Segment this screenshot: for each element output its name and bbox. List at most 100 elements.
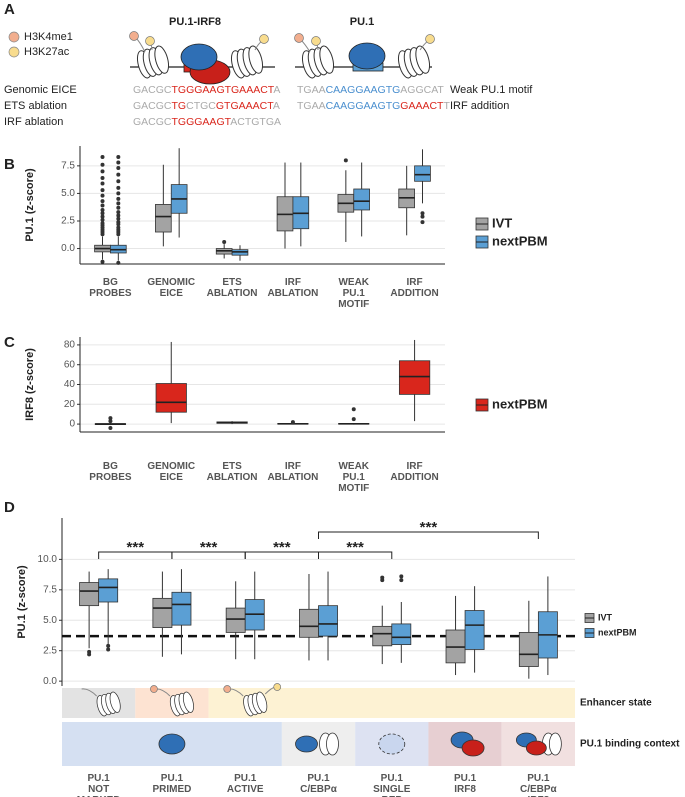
outlier xyxy=(100,155,105,160)
outlier xyxy=(116,155,121,160)
significance-label: *** xyxy=(420,519,438,536)
x-tick-line: IRF8 xyxy=(454,784,476,795)
x-tick-line: ADDITION xyxy=(390,472,438,483)
outlier xyxy=(100,181,105,186)
sequence-segment: TGGGAAGT xyxy=(172,116,232,128)
x-tick-label: GENOMIC EICE xyxy=(147,461,195,483)
x-tick-line: PU.1 xyxy=(307,773,330,784)
y-tick-label: 2.5 xyxy=(43,645,57,656)
x-tick-label: BG PROBES xyxy=(89,461,132,483)
factor-icon xyxy=(378,733,406,755)
y-tick-label: 7.5 xyxy=(61,160,75,171)
sequence-segment: GACGC xyxy=(133,84,172,96)
outlier xyxy=(100,162,105,167)
x-tick-line: ABLATION xyxy=(267,472,318,483)
y-tick-label: 0.0 xyxy=(61,243,75,254)
box xyxy=(225,607,246,633)
factor-icon xyxy=(461,739,485,757)
legend-label: H3K27ac xyxy=(24,46,70,58)
outlier xyxy=(290,420,295,425)
outlier xyxy=(116,210,121,215)
box xyxy=(518,632,539,667)
box xyxy=(155,383,187,413)
outlier xyxy=(116,260,121,265)
significance-bracket xyxy=(318,531,539,539)
diagram-title: PU.1-IRF8 xyxy=(169,16,221,28)
mark-dot xyxy=(294,33,304,43)
mark-dot xyxy=(259,34,269,44)
row-label: IRF ablation xyxy=(4,116,63,128)
x-tick-line: BG xyxy=(103,277,118,288)
x-tick-line: C/EBPα xyxy=(300,784,338,795)
factor-icon xyxy=(548,732,562,756)
nucleosome-icon xyxy=(136,45,170,79)
significance-label: *** xyxy=(346,539,364,556)
outlier xyxy=(100,199,105,204)
x-tick-line: BG xyxy=(103,461,118,472)
outlier xyxy=(87,652,92,657)
x-tick-label: WEAK PU.1 MOTIF xyxy=(338,277,370,310)
x-tick-line: SINGLE xyxy=(373,784,411,795)
significance-label: *** xyxy=(200,539,218,556)
y-tick-label: 40 xyxy=(64,379,76,390)
y-axis-title: IRF8 (z-score) xyxy=(24,348,36,421)
x-tick-label: PU.1 PRIMED xyxy=(152,773,191,795)
x-tick-line: ETS xyxy=(222,461,242,472)
box xyxy=(391,623,412,646)
x-tick-line: NOT xyxy=(88,784,109,795)
outlier xyxy=(116,216,121,221)
outlier xyxy=(108,426,113,431)
nucleosomes xyxy=(136,45,431,79)
x-tick-line: PU.1 xyxy=(527,773,550,784)
outlier xyxy=(343,158,348,163)
x-tick-line: IRF xyxy=(285,277,301,288)
factor-icon xyxy=(326,732,339,756)
x-tick-line: PROBES xyxy=(89,472,132,483)
sequence-segment: TG xyxy=(172,100,187,112)
x-tick-label: IRF ABLATION xyxy=(267,461,318,483)
nucleosome-icon xyxy=(230,45,264,79)
x-tick-line: PU.1 xyxy=(88,773,111,784)
outlier xyxy=(100,217,105,222)
outlier xyxy=(100,214,105,219)
diagram-title: PU.1 xyxy=(350,16,374,28)
outlier xyxy=(116,191,121,196)
y-tick-label: 0.0 xyxy=(43,676,57,687)
nucleosome-icon xyxy=(169,691,194,717)
x-tick-line: PU.1 xyxy=(343,288,366,299)
x-tick-line: REP xyxy=(382,795,403,797)
outlier xyxy=(106,643,111,648)
box xyxy=(318,605,338,637)
x-tick-line: PROBES xyxy=(89,288,132,299)
x-tick-line: WEAK xyxy=(338,277,369,288)
x-tick-line: EICE xyxy=(160,472,184,483)
histone-disc xyxy=(109,691,121,713)
y-tick-label: 5.0 xyxy=(43,615,57,626)
outlier xyxy=(100,193,105,198)
x-tick-line: MOTIF xyxy=(338,299,369,310)
legend-label: nextPBM xyxy=(492,233,548,248)
box xyxy=(79,582,100,607)
x-tick-line: PU.1 xyxy=(161,773,184,784)
strip-label: Enhancer state xyxy=(580,698,652,709)
x-tick-label: PU.1 C/EBPα xyxy=(300,773,338,795)
outlier xyxy=(108,419,113,424)
x-tick-label: BG PROBES xyxy=(89,277,132,299)
row-label: ETS ablation xyxy=(4,100,67,112)
x-tick-label: PU.1NOTMARKED xyxy=(77,773,121,797)
outlier xyxy=(116,220,121,225)
x-tick-line: EICE xyxy=(160,288,184,299)
histone-disc xyxy=(182,691,194,713)
x-tick-line: WEAK xyxy=(338,461,369,472)
strip-region xyxy=(281,722,356,766)
sequence-segment: GAAACT xyxy=(400,100,444,112)
x-tick-line: MOTIF xyxy=(338,483,369,494)
x-tick-line: PRIMED xyxy=(152,784,191,795)
mark-dot xyxy=(129,31,139,41)
outlier xyxy=(351,417,356,422)
mark-dot xyxy=(150,685,158,693)
panel-label: B xyxy=(4,156,15,173)
box xyxy=(372,625,393,647)
sequence-segment: TGGGAAGTGAAACT xyxy=(172,84,275,96)
